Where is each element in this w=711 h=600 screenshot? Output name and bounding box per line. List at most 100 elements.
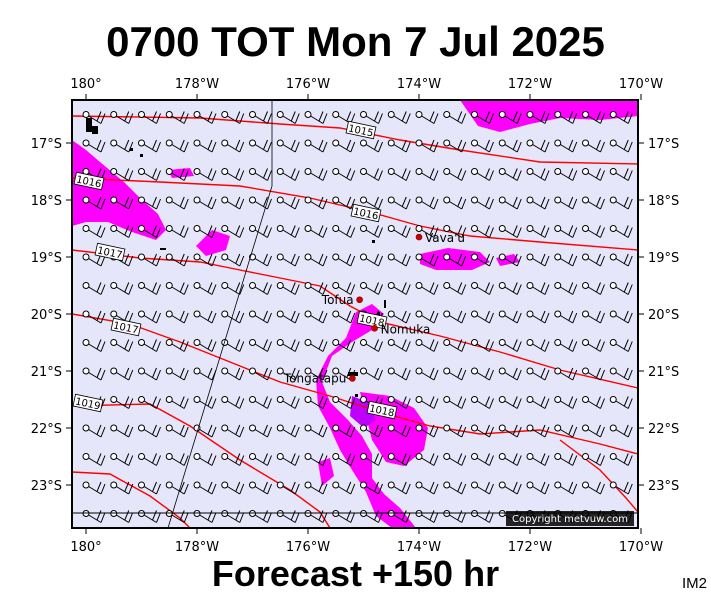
wind-barb [609,168,633,181]
wind-barb [110,339,134,352]
wind-barb [82,339,106,352]
isobar-label: 1018 [356,310,388,329]
place-label: Vava'u [425,231,465,245]
island [86,118,92,132]
wind-barb [498,139,522,153]
wind-barb [304,196,328,210]
wind-barb [582,424,605,438]
wind-barb [498,396,522,409]
wind-barb [387,282,411,295]
wind-barb [138,367,161,381]
wind-barb [221,225,245,238]
wind-barb [443,367,467,381]
wind-barb [443,111,467,124]
wind-barb [471,424,494,438]
wind-barb [221,367,245,381]
wind-barb [276,168,300,181]
wind-barb [360,111,383,124]
wind-barb [110,196,134,210]
wind-barb [498,310,522,324]
wind-barb [609,253,633,267]
wind-barb [360,225,383,238]
wind-barb [82,282,106,295]
wind-barb [554,481,578,495]
wind-barb [415,367,439,381]
wind-barb [138,481,161,495]
wind-barb [221,168,245,181]
longitude-label-top: 180° [70,77,101,92]
wind-barb [415,453,439,466]
wind-barb [609,196,633,210]
latitude-label-right: 18°S [648,194,679,209]
wind-barb [221,339,245,352]
wind-barb [443,396,467,409]
wind-barb [165,424,189,438]
wind-barb [332,168,356,181]
wind-barb [526,339,550,352]
wind-barb [276,424,300,438]
wind-barb [249,111,272,124]
wind-barb [332,282,356,295]
wind-barb [471,253,494,267]
wind-barb [582,253,605,267]
wind-barb [526,396,550,409]
wind-barb [415,310,439,324]
wind-barb [304,111,328,124]
wind-barb [360,453,383,466]
wind-barb [360,253,383,267]
wind-barb [387,310,411,324]
wind-barb [332,453,356,466]
latitude-label-left: 23°S [31,479,62,494]
wind-barb [304,139,328,153]
island [372,240,375,243]
wind-barb [332,310,356,324]
wind-barb [110,168,134,181]
svg-text:1017: 1017 [96,245,123,261]
wind-barb [498,196,522,210]
wind-barb [304,424,328,438]
island [355,394,358,397]
wind-barb [526,453,550,466]
wind-barb [443,168,467,181]
wind-barb [415,225,439,238]
latitude-label-right: 21°S [648,365,679,380]
wind-barb [582,196,605,210]
wind-barb [582,225,605,238]
wind-barb [387,396,411,409]
precip-area [196,230,230,256]
wind-barb [138,253,161,267]
wind-barb [193,168,217,181]
latitude-label-right: 22°S [648,422,679,437]
isobar-labels: 1015 1016 1016 1017 1017 1018 1018 1019 [72,120,398,419]
wind-barb [498,424,522,438]
wind-barb [387,196,411,210]
wind-barb [304,453,328,466]
wind-barb [360,139,383,153]
wind-barb [82,481,106,495]
wind-barb [387,225,411,238]
isobar-line [72,471,191,528]
wind-barb [360,196,383,210]
wind-barb [415,196,439,210]
wind-barb [193,111,217,124]
longitude-label-top: 172°W [508,77,552,92]
isobar-label: 1018 [366,400,398,419]
place-label: Nomuka [381,322,431,336]
wind-barb [221,424,245,438]
wind-barb [276,111,300,124]
place-marker: Tongatapu [283,371,356,385]
wind-barb [387,453,411,466]
wind-barb [526,253,550,267]
wind-barb [526,168,550,181]
wind-barb [110,111,134,124]
wind-barb [554,168,578,181]
wind-barb [221,282,245,295]
isobar-label: 1015 [345,120,377,139]
svg-text:1016: 1016 [352,206,379,222]
wind-barb [526,367,550,381]
wind-barb [554,339,578,352]
wind-barb [138,196,161,210]
place-label: Tongatapu [283,371,347,385]
wind-barb [304,339,328,352]
wind-barb [360,282,383,295]
